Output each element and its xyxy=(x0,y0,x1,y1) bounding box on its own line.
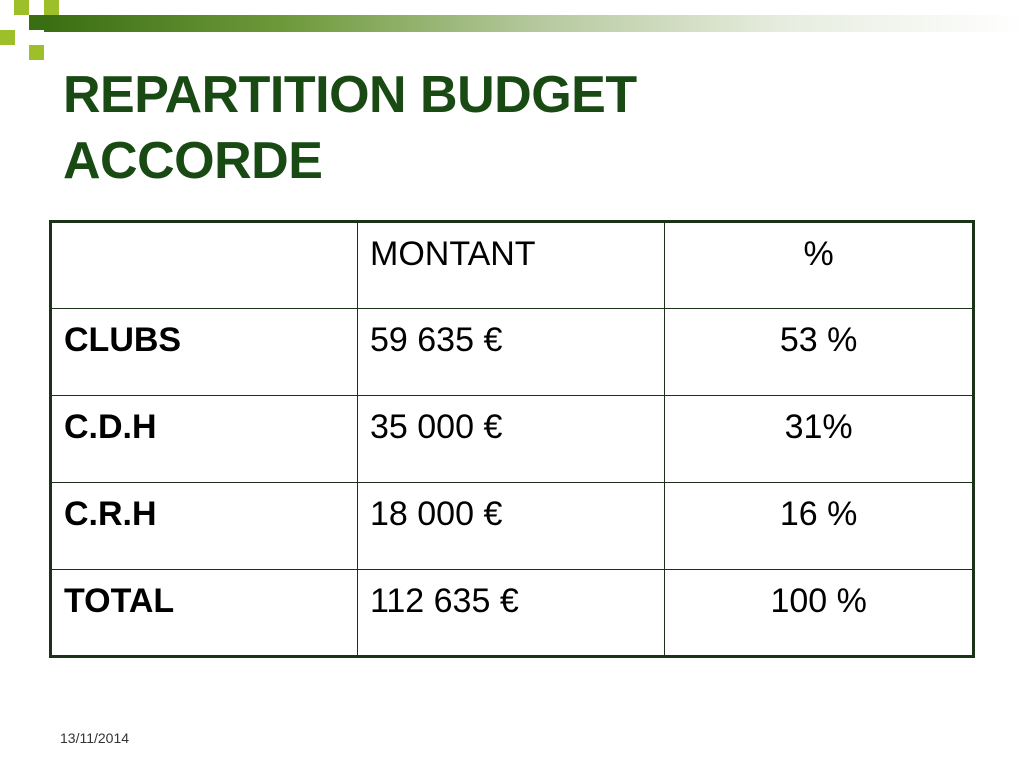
row-amount: 59 635 € xyxy=(356,308,666,396)
slide-date: 13/11/2014 xyxy=(60,730,130,746)
decor-square xyxy=(0,30,15,45)
row-amount: 112 635 € xyxy=(356,569,666,657)
row-label: TOTAL xyxy=(50,569,358,657)
table-row: CLUBS 59 635 € 53 % xyxy=(50,308,974,396)
row-percent: 100 % xyxy=(664,569,974,657)
decor-square xyxy=(44,0,59,15)
table-header-row: MONTANT % xyxy=(50,221,974,309)
row-percent: 53 % xyxy=(664,308,974,396)
row-label: C.D.H xyxy=(50,395,358,483)
row-amount: 18 000 € xyxy=(356,482,666,570)
table-cell xyxy=(50,221,358,309)
header-gradient-bar xyxy=(44,15,1024,32)
header-cell-montant: MONTANT xyxy=(356,221,666,309)
header-cell-percent: % xyxy=(664,221,974,309)
row-percent: 31% xyxy=(664,395,974,483)
decor-square xyxy=(29,45,44,60)
decor-square xyxy=(29,15,44,30)
slide-title: REPARTITION BUDGET ACCORDE xyxy=(63,66,637,190)
row-percent: 16 % xyxy=(664,482,974,570)
decor-square xyxy=(14,0,29,15)
budget-table: MONTANT % CLUBS 59 635 € 53 % C.D.H 35 0… xyxy=(49,220,975,658)
row-label: C.R.H xyxy=(50,482,358,570)
table-row-total: TOTAL 112 635 € 100 % xyxy=(50,569,974,657)
table-row: C.R.H 18 000 € 16 % xyxy=(50,482,974,570)
table-row: C.D.H 35 000 € 31% xyxy=(50,395,974,483)
row-amount: 35 000 € xyxy=(356,395,666,483)
row-label: CLUBS xyxy=(50,308,358,396)
